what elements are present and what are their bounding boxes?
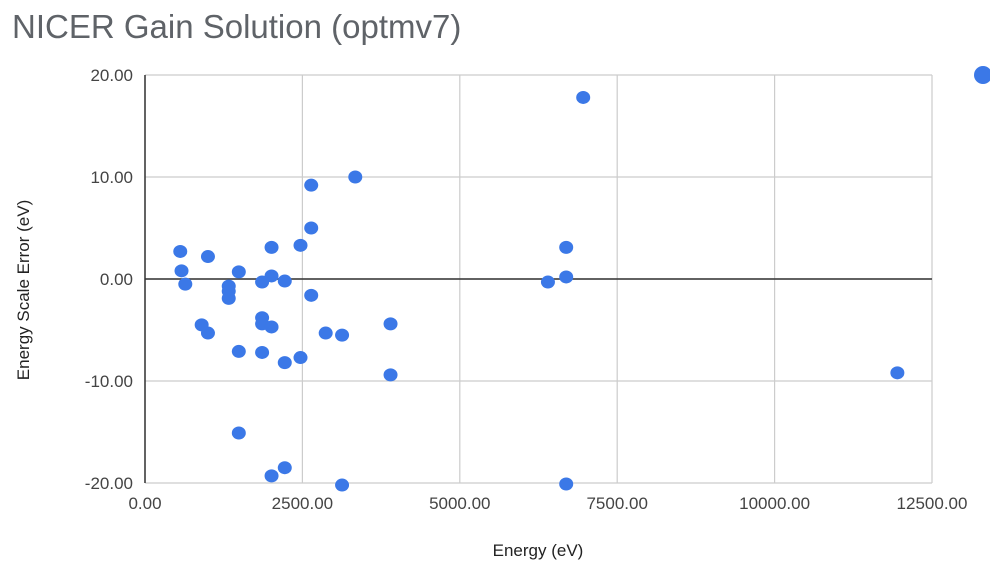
data-point (231, 344, 246, 358)
data-point (178, 277, 193, 291)
data-point (221, 291, 236, 305)
tick-labels: 0.00 2500.00 5000.00 7500.00 10000.00 12500.0… (85, 66, 968, 513)
y-tick-label: -20.00 (85, 474, 133, 493)
data-point (335, 328, 350, 342)
y-tick-label: 10.00 (90, 168, 133, 187)
y-tick-label: -10.00 (85, 372, 133, 391)
y-tick-label: 0.00 (100, 270, 133, 289)
x-tick-label: 7500.00 (586, 494, 647, 513)
data-point (383, 317, 398, 331)
x-tick-label: 10000.00 (739, 494, 810, 513)
data-point (264, 240, 279, 254)
data-point (576, 90, 591, 104)
data-point (264, 469, 279, 483)
data-point (304, 221, 319, 235)
x-tick-label: 5000.00 (429, 494, 490, 513)
data-point (293, 238, 308, 252)
y-tick-label: 20.00 (90, 66, 133, 85)
data-point (348, 170, 363, 184)
data-point (559, 240, 574, 254)
data-point (200, 250, 215, 264)
data-point (559, 270, 574, 284)
data-point (335, 478, 350, 492)
legend-marker (974, 66, 990, 84)
data-point (318, 326, 333, 340)
data-point (277, 274, 292, 288)
data-point (293, 351, 308, 365)
x-tick-label: 2500.00 (272, 494, 333, 513)
data-point (174, 264, 189, 278)
data-point (200, 326, 215, 340)
data-point (264, 269, 279, 283)
data-point (255, 345, 270, 359)
data-point (231, 265, 246, 279)
data-point (540, 275, 555, 289)
data-point (304, 288, 319, 302)
y-axis-title: Energy Scale Error (eV) (14, 200, 33, 380)
data-point (277, 461, 292, 475)
data-point (231, 426, 246, 440)
data-point (890, 366, 905, 380)
data-point (559, 477, 574, 491)
x-tick-label: 0.00 (128, 494, 161, 513)
data-point (277, 356, 292, 370)
data-point (304, 178, 319, 192)
data-point (173, 244, 188, 258)
data-points (173, 90, 905, 492)
chart-title: NICER Gain Solution (optmv7) (12, 8, 462, 45)
data-point (383, 368, 398, 382)
x-axis-title: Energy (eV) (493, 541, 584, 560)
x-tick-label: 12500.00 (897, 494, 968, 513)
data-point (264, 320, 279, 334)
